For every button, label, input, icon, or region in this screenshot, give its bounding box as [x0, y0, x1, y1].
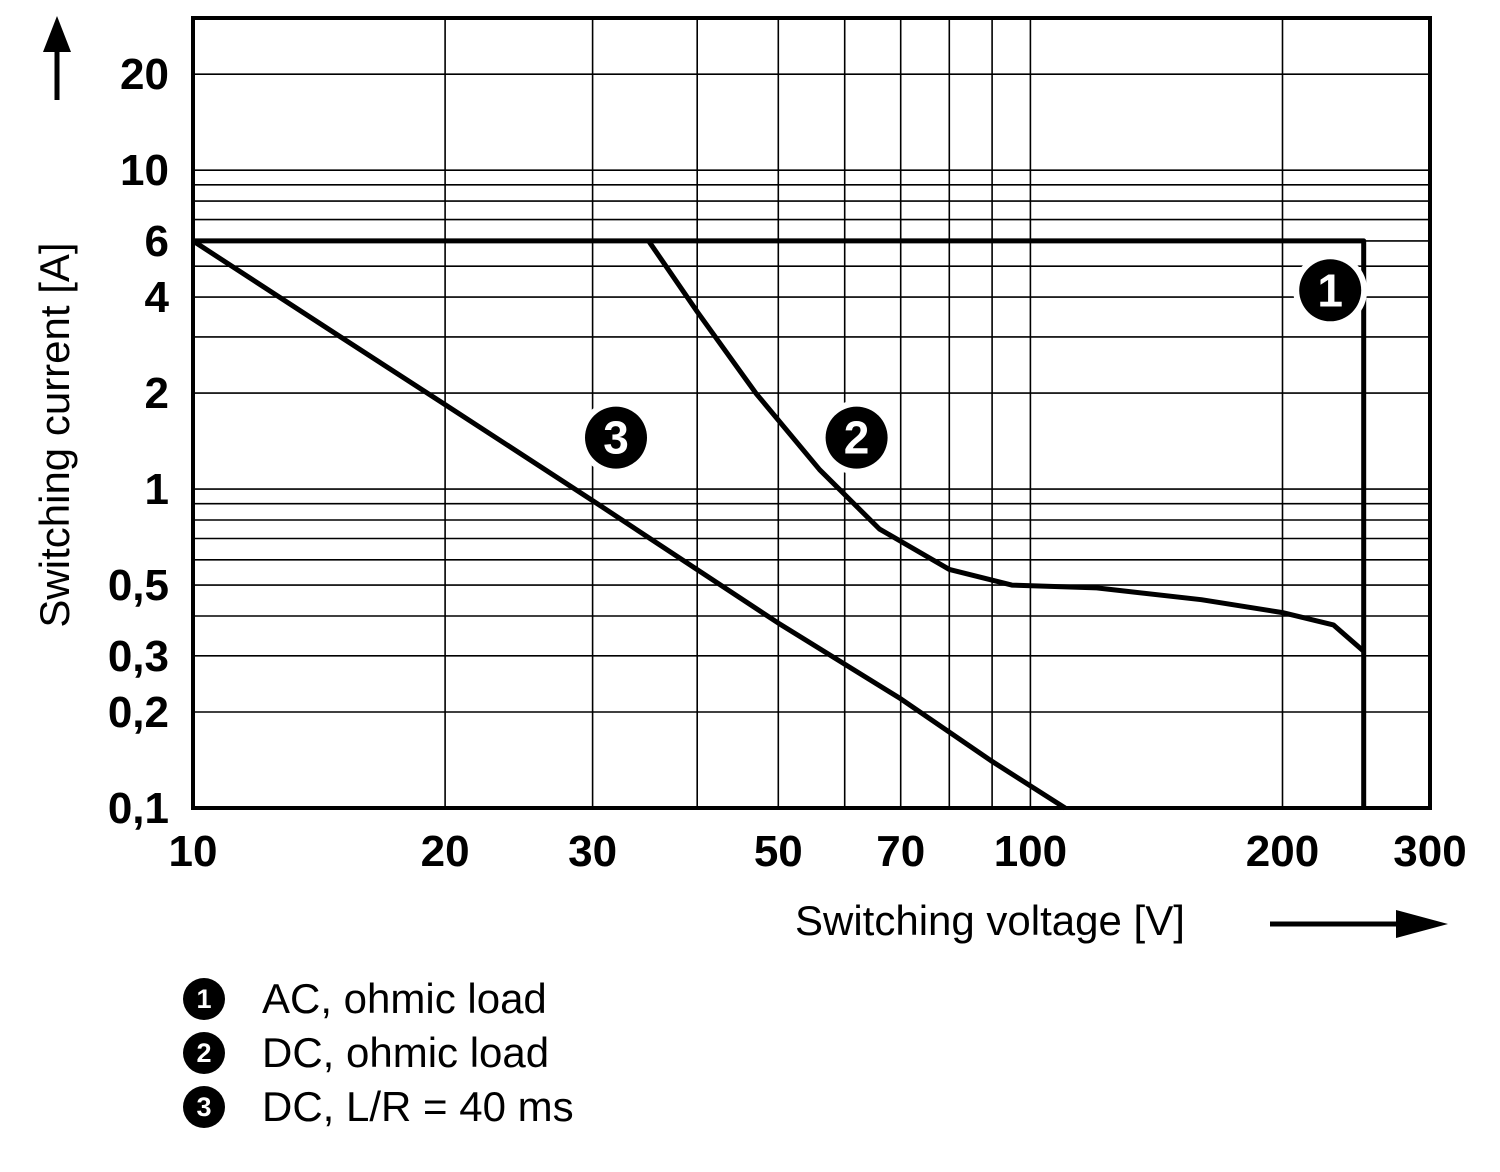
- legend-label-ac-ohmic: AC, ohmic load: [262, 975, 547, 1022]
- series-curve-1: [193, 238, 1367, 808]
- plot-border: [191, 16, 1432, 810]
- legend-item-ac-ohmic: 1 AC, ohmic load: [183, 972, 574, 1026]
- y-tick-label: 10: [120, 146, 169, 195]
- curve-badge-2: [825, 406, 888, 469]
- x-tick-label: 10: [169, 827, 218, 876]
- legend: 1 AC, ohmic load 2 DC, ohmic load 3 DC, …: [183, 972, 574, 1134]
- y-tick-label: 20: [120, 50, 169, 99]
- curve-badge-number-3: 3: [603, 412, 629, 464]
- series-curve-3: [191, 238, 1067, 811]
- x-tick-label: 100: [994, 827, 1067, 876]
- y-tick-label: 6: [145, 217, 169, 266]
- x-tick-label: 20: [421, 827, 470, 876]
- y-tick-label: 1: [145, 465, 169, 514]
- y-tick-label: 0,5: [108, 561, 169, 610]
- legend-marker-1-icon: 1: [183, 978, 225, 1020]
- legend-item-dc-lr: 3 DC, L/R = 40 ms: [183, 1080, 574, 1134]
- legend-label-dc-lr: DC, L/R = 40 ms: [262, 1083, 574, 1130]
- curve-badge-3: [585, 406, 647, 469]
- y-axis-arrow-icon: [43, 16, 71, 52]
- legend-marker-2-icon: 2: [183, 1032, 225, 1074]
- legend-marker-1-number: 1: [196, 983, 212, 1014]
- curve-badge-number-2: 2: [844, 412, 870, 464]
- legend-item-dc-ohmic: 2 DC, ohmic load: [183, 1026, 574, 1080]
- curve-badge-number-1: 1: [1317, 264, 1343, 316]
- legend-label-dc-ohmic: DC, ohmic load: [262, 1029, 550, 1076]
- x-tick-label: 200: [1246, 827, 1319, 876]
- legend-marker-2-number: 2: [196, 1037, 212, 1068]
- x-axis-title: Switching voltage [V]: [795, 897, 1185, 944]
- y-axis-title: Switching current [A]: [31, 242, 78, 628]
- x-tick-label: 30: [568, 827, 617, 876]
- curve-badge-1: [1299, 259, 1362, 322]
- y-tick-label: 0,2: [108, 688, 169, 737]
- series-curve-2: [646, 239, 1366, 654]
- legend-marker-3-icon: 3: [183, 1086, 225, 1128]
- x-tick-label: 70: [876, 827, 925, 876]
- legend-marker-3-number: 3: [196, 1091, 212, 1122]
- x-tick-label: 300: [1393, 827, 1466, 876]
- y-tick-label: 2: [145, 369, 169, 418]
- x-axis-arrow-icon: [1396, 910, 1448, 938]
- y-tick-label: 0,3: [108, 632, 169, 681]
- x-tick-label: 50: [754, 827, 803, 876]
- y-tick-label: 0,1: [108, 784, 169, 833]
- y-tick-label: 4: [145, 273, 170, 322]
